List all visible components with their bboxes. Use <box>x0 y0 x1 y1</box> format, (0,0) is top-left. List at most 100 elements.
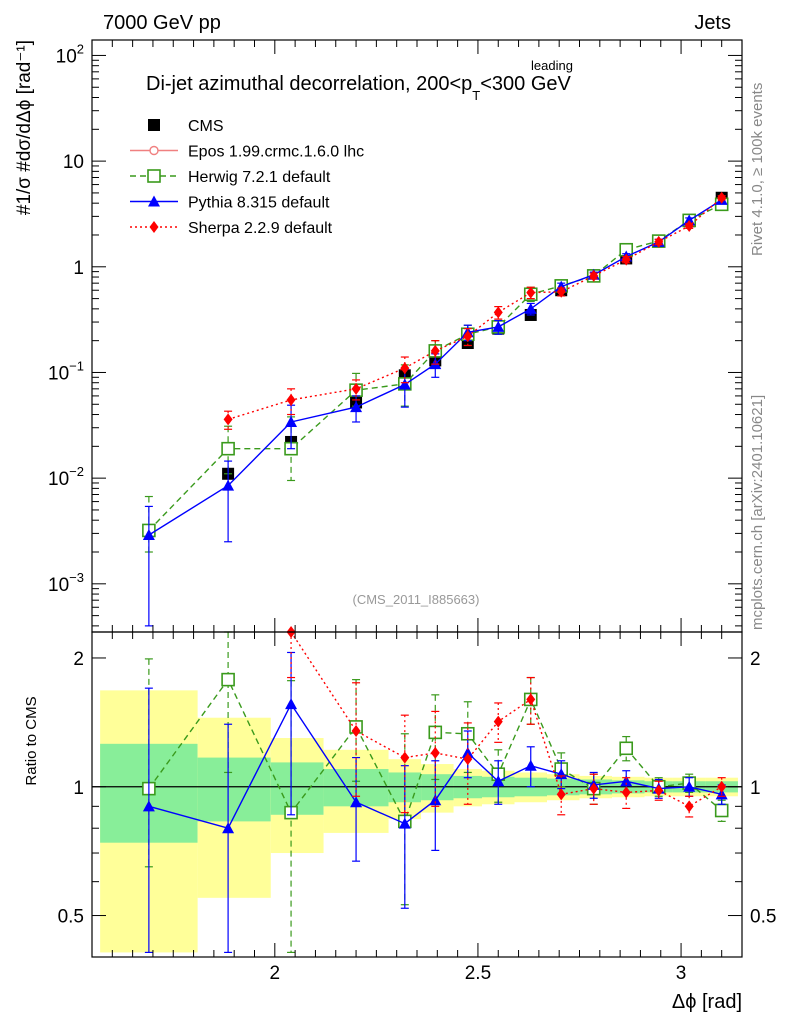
title-end: <300 GeV <box>480 73 571 95</box>
y-tick-label: 10−1 <box>48 358 84 384</box>
y-tick-label: 1 <box>73 258 84 279</box>
point-3-7 <box>493 306 503 319</box>
legend-label-0: CMS <box>188 118 224 135</box>
legend-marker-4 <box>149 221 159 233</box>
ratio-point-2-11 <box>621 786 631 799</box>
y-tick-label: 10−3 <box>48 570 84 596</box>
ratio-point-1-11 <box>620 775 633 787</box>
series-3 <box>223 191 727 430</box>
category-label: Jets <box>694 12 731 34</box>
y-tick-label: 102 <box>56 41 84 67</box>
plot-title-superscript: leading <box>531 58 573 73</box>
ratio-point-1-3 <box>350 796 363 808</box>
analysis-id: (CMS_2011_I885663) <box>353 592 480 607</box>
ratio-point-0-1 <box>221 672 235 687</box>
ratio-point-1-0 <box>142 800 155 812</box>
legend-marker-0 <box>148 119 160 131</box>
legend-entry-1: Epos 1.99.crmc.1.6.0 lhc <box>130 144 364 161</box>
x-axis-label: Δϕ [rad] <box>672 991 742 1013</box>
ratio-point-2-8 <box>526 693 536 706</box>
ratio-series-1 <box>142 651 728 954</box>
point-3-9 <box>556 285 566 298</box>
ratio-point-0-14 <box>714 803 729 818</box>
x-tick-label: 2.5 <box>465 963 491 984</box>
point-2-4 <box>398 378 411 390</box>
legend-label-2: Herwig 7.2.1 default <box>188 169 331 186</box>
legend-entry-3: Pythia 8.315 default <box>130 195 330 212</box>
legend: CMS Epos 1.99.crmc.1.6.0 lhc Herwig 7.2.1 … <box>130 118 364 237</box>
legend-marker-2 <box>147 169 161 183</box>
legend-entry-4: Sherpa 2.2.9 default <box>130 220 333 237</box>
ratio-point-2-12 <box>654 784 664 797</box>
point-2-0 <box>142 528 155 540</box>
legend-marker-3 <box>148 195 160 207</box>
point-3-1 <box>223 413 233 426</box>
rivet-version-label: Rivet 4.1.0, ≥ 100k events <box>749 83 766 256</box>
series-2 <box>142 193 728 627</box>
mcplots-label: mcplots.cern.ch [arXiv:2401.10621] <box>749 395 766 630</box>
legend-entry-2: Herwig 7.2.1 default <box>130 169 331 186</box>
ratio-point-1-8 <box>524 759 537 771</box>
legend-label-3: Pythia 8.315 default <box>188 195 330 212</box>
title-subscript: T <box>472 88 480 103</box>
ratio-point-1-2 <box>285 698 298 710</box>
uncertainty-bands-ratio <box>100 690 738 953</box>
ratio-point-1-6 <box>461 746 474 758</box>
point-2-8 <box>524 302 537 314</box>
ratio-point-2-4 <box>400 751 410 764</box>
ratio-point-2-6 <box>463 753 473 766</box>
y-tick-label: 10−2 <box>48 464 84 490</box>
ratio-point-2-9 <box>556 788 566 801</box>
ratio-point-2-5 <box>430 746 440 759</box>
ratio-series-2 <box>286 626 727 818</box>
ratio-tick-label-right: 0.5 <box>750 907 776 928</box>
axes: 2 2.5 3 102 10 1 10−1 10−2 10−3 0.5 0.5 1 1 2 2 <box>48 39 776 984</box>
y-axis-label: #1/σ #dσ/dΔϕ [rad⁻¹] <box>14 40 35 215</box>
ratio-point-2-14 <box>717 780 727 793</box>
ratio-point-1-1 <box>222 822 235 834</box>
point-2-2 <box>285 415 298 427</box>
ratio-point-2-7 <box>493 715 503 728</box>
point-3-3 <box>351 382 361 395</box>
point-3-11 <box>621 253 631 266</box>
ratio-point-1-13 <box>683 780 696 792</box>
ratio-tick-label-left: 0.5 <box>58 907 84 928</box>
energy-label: 7000 GeV pp <box>103 12 221 34</box>
point-3-2 <box>286 393 296 406</box>
ratio-point-2-10 <box>589 782 599 795</box>
ratio-tick-label-right: 1 <box>750 778 761 799</box>
main-panel-series <box>142 191 729 627</box>
point-3-4 <box>400 362 410 375</box>
y-tick-label: 10 <box>63 152 84 173</box>
point-3-5 <box>430 344 440 357</box>
x-tick-label: 3 <box>676 963 687 984</box>
point-3-12 <box>654 235 664 248</box>
ratio-tick-label-left: 1 <box>73 778 84 799</box>
ratio-axis-label: Ratio to CMS <box>23 696 40 785</box>
legend-label-1: Epos 1.99.crmc.1.6.0 lhc <box>188 144 364 161</box>
ratio-tick-label-left: 2 <box>73 649 84 670</box>
legend-entry-0: CMS <box>148 118 224 135</box>
point-3-14 <box>717 191 727 204</box>
ratio-point-1-5 <box>429 794 442 806</box>
ratio-panel-series <box>92 626 742 954</box>
legend-marker-1 <box>149 145 159 156</box>
x-tick-label: 2 <box>270 963 281 984</box>
point-2-3 <box>350 401 363 413</box>
series-line-1 <box>148 203 723 531</box>
series-line-3 <box>227 197 723 421</box>
point-3-6 <box>463 330 473 343</box>
point-3-8 <box>526 286 536 299</box>
ratio-point-2-13 <box>684 800 694 813</box>
point-1-1 <box>221 441 235 456</box>
point-3-13 <box>684 220 694 233</box>
plot-title: Di-jet azimuthal decorrelation, 200<pT<3… <box>146 73 572 103</box>
ratio-point-2-3 <box>351 724 361 737</box>
ratio-point-0-11 <box>619 741 634 756</box>
point-2-7 <box>492 320 505 332</box>
ratio-point-1-4 <box>398 817 411 829</box>
ratio-point-1-7 <box>492 775 505 787</box>
point-3-10 <box>589 269 599 282</box>
ratio-tick-label-right: 2 <box>750 649 761 670</box>
